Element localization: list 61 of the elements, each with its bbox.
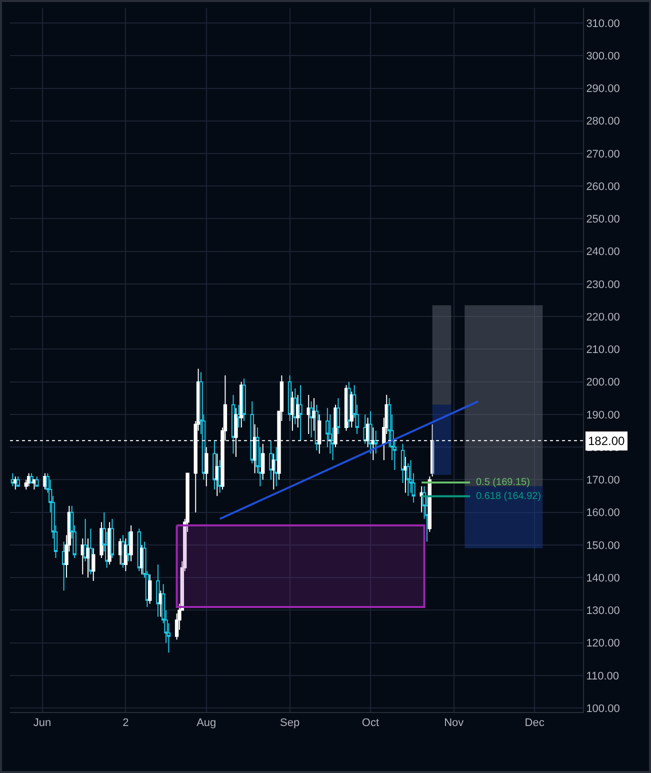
y-tick-label: 120.00 (586, 638, 620, 650)
candlestick (215, 453, 219, 497)
y-tick-label: 190.00 (586, 409, 620, 422)
candlestick (204, 446, 208, 487)
candlestick (35, 476, 39, 487)
candlestick (10, 472, 15, 487)
candlestick (272, 453, 276, 490)
x-tick-label: Aug (196, 717, 216, 730)
candlestick (156, 564, 160, 618)
y-tick-label: 130.00 (586, 605, 620, 618)
y-tick-label: 150.00 (586, 540, 620, 552)
candlestick (32, 479, 36, 490)
candlestick (400, 443, 405, 484)
candlestick (148, 574, 152, 604)
candlestick (236, 404, 241, 428)
x-tick-label: Dec (524, 717, 545, 730)
x-tick-label: Nov (444, 717, 464, 730)
candlestick (298, 384, 302, 442)
y-tick-label: 270.00 (586, 148, 620, 160)
y-tick-label: 240.00 (586, 246, 620, 258)
y-tick-label: 300.00 (586, 50, 620, 62)
candlestick (16, 476, 20, 487)
candlestick (406, 462, 410, 497)
candlestick (110, 518, 114, 559)
y-tick-label: 170.00 (586, 474, 620, 487)
candlestick (306, 394, 310, 435)
candlestick (374, 430, 378, 454)
candlestick (80, 538, 84, 575)
candlestick (336, 398, 340, 435)
y-tick-label: 230.00 (586, 278, 620, 291)
y-tick-label: 290.00 (586, 83, 620, 96)
y-tick-label: 110.00 (586, 670, 620, 682)
candlestick (100, 522, 104, 559)
series-label: 0.5 (169.15) (476, 477, 530, 488)
y-tick-label: 210.00 (586, 344, 620, 356)
x-tick-label: 2 (122, 717, 129, 730)
candlestick (30, 472, 34, 484)
y-tick-label: 220.00 (586, 311, 620, 324)
y-tick-label: 200.00 (586, 376, 620, 389)
y-tick-label: 100.00 (586, 702, 620, 715)
x-tick-label: Sep (280, 717, 300, 730)
y-tick-label: 280.00 (586, 116, 620, 128)
y-tick-label: 140.00 (586, 572, 620, 584)
series-label: 0.618 (164.92) (476, 491, 542, 502)
y-tick-label: 250.00 (586, 214, 620, 226)
candlestick (261, 443, 265, 480)
candlestick (86, 538, 90, 578)
x-tick-label: Jun (33, 717, 52, 730)
candlestick (312, 398, 316, 432)
candlestick (129, 524, 133, 562)
candlestick (242, 378, 246, 422)
ref-line-label: 182.00 (588, 434, 626, 448)
candlestick (368, 410, 372, 454)
y-tick-label: 260.00 (586, 180, 620, 193)
candlestick (92, 548, 96, 582)
y-tick-label: 310.00 (586, 18, 620, 30)
y-tick-label: 160.00 (586, 507, 620, 520)
x-tick-label: Oct (362, 717, 380, 730)
candlestick (404, 456, 408, 494)
candlestick (309, 400, 314, 438)
candlestick (420, 486, 424, 513)
